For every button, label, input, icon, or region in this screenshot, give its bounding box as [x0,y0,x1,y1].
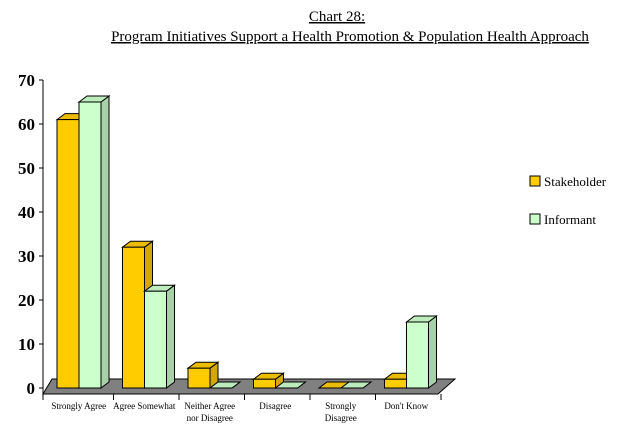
chart-number: Chart 28: [309,9,365,25]
y-axis-ticks: 0 10 20 30 40 50 60 70 [18,71,43,398]
y-tick-label: 70 [18,71,35,90]
bar-top-shade [341,382,371,388]
bar-stakeholder-4 [317,381,351,389]
bar-informant-2 [208,381,242,389]
legend-label-informant: Informant [544,212,596,227]
bar-front [144,290,167,389]
x-category-label: Strongly [325,401,357,411]
y-tick-label: 10 [18,335,35,354]
bar-top-shade [406,316,437,322]
bar-front [122,246,145,389]
x-axis-separators [42,394,442,400]
bars-group [55,95,438,389]
y-tick-label: 50 [18,159,35,178]
legend-label-stakeholder: Stakeholder [544,174,607,189]
bar-front [384,378,407,389]
x-category-label: Disagree [259,401,291,411]
x-category-label: Disagree [325,413,357,423]
x-category-label: nor Disagree [187,413,233,423]
bar-informant-0 [77,95,111,389]
bar-side-shade [428,316,437,388]
x-category-label: Neither Agree [184,401,235,411]
bar-informant-3 [274,381,307,389]
legend-swatch-stakeholder [529,175,541,187]
bar-top-shade [188,362,218,369]
bar-top-shade [253,373,284,380]
bar-top [208,381,242,389]
bar-top [339,381,373,389]
bar-top-shade [210,382,240,388]
y-tick-label: 30 [18,247,35,266]
bar-top-shade [79,96,109,102]
bar-side-shade [210,362,218,388]
legend: Stakeholder Informant [529,174,607,227]
bar-top [274,381,307,389]
bar-informant-4 [339,381,373,389]
bar-informant-5 [405,315,438,389]
x-category-label: Strongly Agree [51,401,106,411]
bar-stakeholder-3 [252,372,285,389]
bar-side-shade [166,285,175,388]
y-tick-label: 20 [18,291,35,310]
legend-swatch-informant [529,213,541,225]
bar-top-shade [275,382,306,388]
bar-informant-1 [143,284,176,389]
bar-front [78,101,102,389]
bar-front [253,378,276,389]
bar-front [187,367,211,389]
y-tick-label: 0 [27,379,36,398]
bar-front [406,321,429,389]
x-category-label: Agree Somewhat [113,401,176,411]
y-tick-label: 40 [18,203,35,222]
bar-top-shade [122,241,153,248]
bar-side-shade [275,373,284,388]
bar-front [56,119,80,389]
bar-top-shade [144,285,175,292]
bar-top-shade [319,382,349,388]
bar-stakeholder-2 [186,361,220,389]
chart-title: Program Initiatives Support a Health Pro… [111,29,589,45]
bar-side-shade [101,96,109,388]
x-category-label: Don't Know [384,401,428,411]
x-axis-labels: Strongly Agree Agree Somewhat Neither Agre… [51,401,428,423]
y-tick-label: 60 [18,115,35,134]
